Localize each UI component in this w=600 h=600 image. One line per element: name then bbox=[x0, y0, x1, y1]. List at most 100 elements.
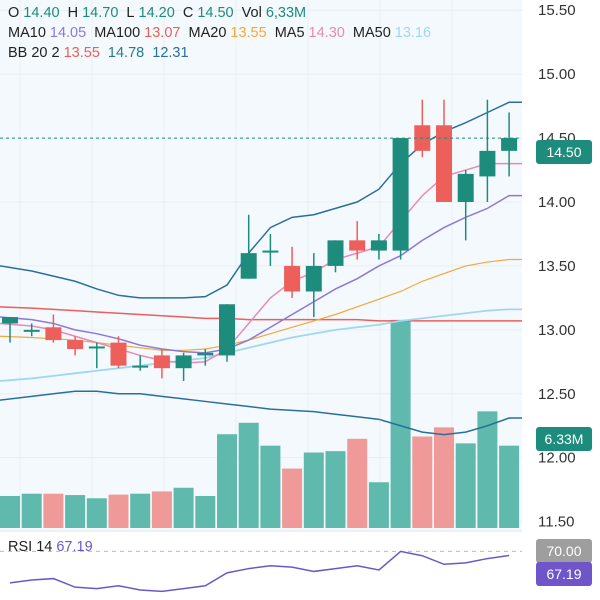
candle-body bbox=[305, 265, 322, 292]
price-axis-tick-label: 12.00 bbox=[538, 450, 576, 467]
low-label: L bbox=[126, 5, 135, 21]
price-axis-tick-label: 15.50 bbox=[538, 2, 576, 19]
candle-body bbox=[349, 240, 366, 251]
low-value: 14.20 bbox=[138, 5, 175, 21]
volume-bar bbox=[455, 443, 476, 528]
ohlcv-legend: O 14.40 H 14.70 L 14.20 C 14.50 Vol 6,33M bbox=[8, 4, 310, 22]
ma10-line bbox=[0, 194, 522, 354]
volume-bar bbox=[195, 495, 216, 528]
rsi-value-badge: 67.19 bbox=[536, 562, 592, 586]
price-axis[interactable]: 15.50 15.00 14.50 14.00 13.50 13.00 12.50 12.00… bbox=[522, 0, 600, 600]
rsi-label: RSI 14 bbox=[8, 539, 53, 555]
close-value: 14.50 bbox=[197, 5, 234, 21]
ma5-value: 14.30 bbox=[308, 25, 345, 41]
volume-bar bbox=[477, 411, 498, 528]
volume-bars bbox=[0, 319, 520, 528]
ma50-value: 13.16 bbox=[394, 25, 432, 41]
volume-bar bbox=[390, 319, 411, 528]
candle-body bbox=[175, 355, 192, 369]
ma50-label: MA50 bbox=[352, 25, 391, 41]
volume-bar bbox=[43, 493, 64, 528]
ma100-value: 13.07 bbox=[144, 25, 181, 41]
price-axis-tick-label: 15.00 bbox=[538, 66, 576, 83]
candle-body bbox=[327, 240, 344, 266]
candle-body bbox=[240, 253, 257, 279]
bb-lower-value: 12.31 bbox=[152, 45, 189, 61]
ma10-label: MA10 bbox=[8, 25, 46, 41]
candle-body bbox=[219, 304, 235, 356]
high-label: H bbox=[67, 5, 79, 21]
candle-body bbox=[110, 342, 127, 366]
volume-bar bbox=[65, 495, 86, 528]
ma20-value: 13.55 bbox=[230, 25, 267, 41]
price-axis-tick-label: 13.50 bbox=[538, 258, 576, 275]
volume-value: 6,33M bbox=[265, 5, 307, 21]
volume-label: Vol bbox=[241, 5, 262, 21]
high-value: 14.70 bbox=[82, 5, 119, 21]
candle-body bbox=[262, 250, 279, 253]
open-label: O bbox=[8, 5, 20, 21]
volume-bar bbox=[282, 468, 303, 528]
candle-body bbox=[457, 173, 474, 202]
candle-body bbox=[436, 125, 452, 202]
volume-bar bbox=[173, 487, 194, 528]
volume-bar bbox=[325, 451, 346, 528]
candle-body bbox=[23, 329, 40, 332]
bb-label: BB 20 2 bbox=[8, 45, 60, 61]
candle-body bbox=[284, 265, 301, 292]
candle-body bbox=[479, 150, 496, 177]
candle-body bbox=[501, 138, 518, 151]
volume-bar bbox=[368, 482, 389, 528]
bb-upper-value: 13.55 bbox=[63, 45, 100, 61]
price-axis-tick-label: 13.00 bbox=[538, 322, 576, 339]
volume-bar bbox=[434, 427, 454, 528]
price-axis-tick-label: 11.50 bbox=[538, 514, 574, 531]
open-value: 14.40 bbox=[23, 5, 60, 21]
candle-body bbox=[67, 340, 84, 350]
candle-body bbox=[197, 352, 214, 356]
ma5-label: MA5 bbox=[274, 25, 305, 41]
ma100-line bbox=[0, 306, 522, 322]
rsi-level-badge: 70.00 bbox=[536, 539, 592, 563]
volume-bar bbox=[347, 438, 368, 528]
candlesticks bbox=[2, 99, 518, 381]
volume-bar bbox=[130, 493, 151, 528]
volume-bar bbox=[217, 434, 237, 528]
price-axis-tick-label: 14.00 bbox=[538, 194, 576, 211]
ma50-line bbox=[0, 308, 522, 382]
close-label: C bbox=[182, 5, 194, 21]
candle-body bbox=[132, 365, 149, 368]
volume-badge: 6.33M bbox=[536, 427, 592, 451]
bb-mid-value: 14.78 bbox=[107, 45, 145, 61]
bollinger-legend: BB 20 2 13.55 14.78 12.31 bbox=[8, 44, 193, 62]
ma20-label: MA20 bbox=[188, 25, 227, 41]
candle-body bbox=[45, 327, 62, 341]
bollinger-lower-line bbox=[0, 390, 522, 436]
volume-bar bbox=[412, 436, 433, 528]
rsi-panel bbox=[0, 530, 522, 593]
volume-bar bbox=[86, 498, 107, 528]
volume-bar bbox=[108, 494, 129, 528]
volume-bar bbox=[260, 445, 281, 528]
volume-bar bbox=[0, 495, 20, 528]
price-axis-background bbox=[522, 0, 600, 600]
ma100-label: MA100 bbox=[94, 25, 141, 41]
candle-body bbox=[392, 138, 409, 251]
volume-bar bbox=[238, 422, 259, 528]
volume-bar bbox=[499, 445, 520, 528]
candle-body bbox=[370, 240, 387, 251]
volume-bar bbox=[151, 491, 172, 528]
volume-bar bbox=[21, 493, 42, 528]
volume-bar bbox=[303, 452, 324, 528]
ma10-value: 14.05 bbox=[49, 25, 87, 41]
rsi-line bbox=[9, 550, 510, 593]
rsi-legend: RSI 14 67.19 bbox=[8, 538, 97, 556]
rsi-value: 67.19 bbox=[56, 539, 93, 555]
price-axis-tick-label: 12.50 bbox=[538, 386, 576, 403]
candle-body bbox=[153, 355, 170, 369]
last-price-badge: 14.50 bbox=[536, 140, 592, 164]
ma-legend: MA10 14.05 MA100 13.07 MA20 13.55 MA5 14.30 … bbox=[8, 24, 435, 42]
candle-body bbox=[88, 346, 105, 349]
candle-body bbox=[2, 317, 18, 324]
